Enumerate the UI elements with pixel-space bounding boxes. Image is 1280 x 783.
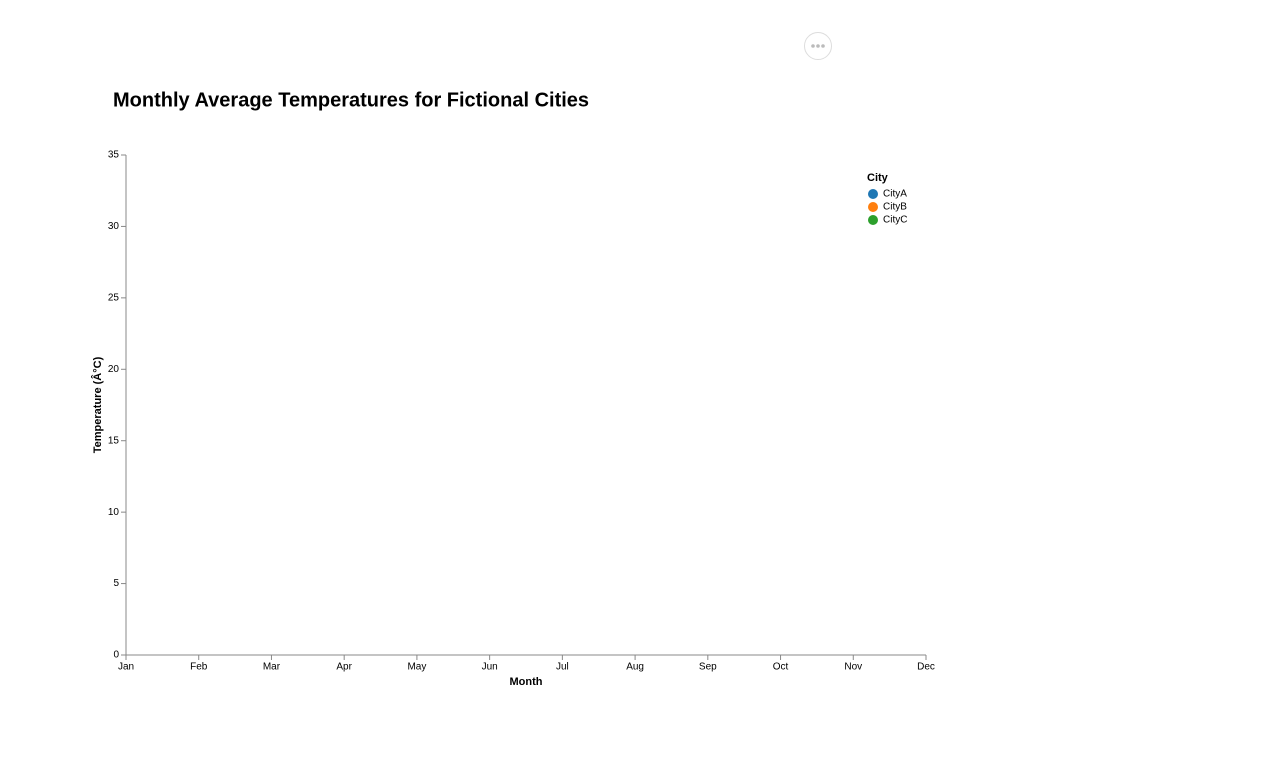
y-axis-title: Temperature (Â°C): [91, 356, 104, 453]
menu-dot[interactable]: [821, 44, 825, 48]
x-tick-label: Dec: [917, 662, 935, 673]
x-tick-label: Jun: [482, 662, 498, 673]
legend-title: City: [867, 172, 889, 184]
x-tick-label: Oct: [773, 662, 789, 673]
x-axis-title: Month: [510, 676, 543, 688]
x-tick-label: Jul: [556, 662, 569, 673]
legend-label: CityA: [883, 189, 907, 200]
legend-swatch: [868, 189, 878, 199]
y-tick-label: 0: [113, 650, 119, 661]
legend-swatch: [868, 215, 878, 225]
legend-label: CityB: [883, 202, 907, 213]
x-tick-label: May: [407, 662, 426, 673]
x-tick-label: Jan: [118, 662, 134, 673]
menu-dot[interactable]: [811, 44, 815, 48]
x-tick-label: Apr: [336, 662, 352, 673]
x-tick-label: Sep: [699, 662, 717, 673]
y-tick-label: 10: [108, 507, 120, 518]
menu-dot[interactable]: [816, 44, 820, 48]
y-tick-label: 20: [108, 364, 120, 375]
y-tick-label: 5: [113, 578, 119, 589]
x-tick-label: Feb: [190, 662, 208, 673]
menu-button[interactable]: [804, 32, 832, 60]
y-tick-label: 35: [108, 150, 120, 161]
x-tick-label: Mar: [263, 662, 281, 673]
y-tick-label: 25: [108, 292, 120, 303]
x-tick-label: Aug: [626, 662, 644, 673]
legend-label: CityC: [883, 215, 907, 226]
x-tick-label: Nov: [844, 662, 862, 673]
chart-title: Monthly Average Temperatures for Fiction…: [113, 89, 589, 111]
legend-swatch: [868, 202, 878, 212]
y-tick-label: 15: [108, 435, 120, 446]
y-tick-label: 30: [108, 221, 120, 232]
